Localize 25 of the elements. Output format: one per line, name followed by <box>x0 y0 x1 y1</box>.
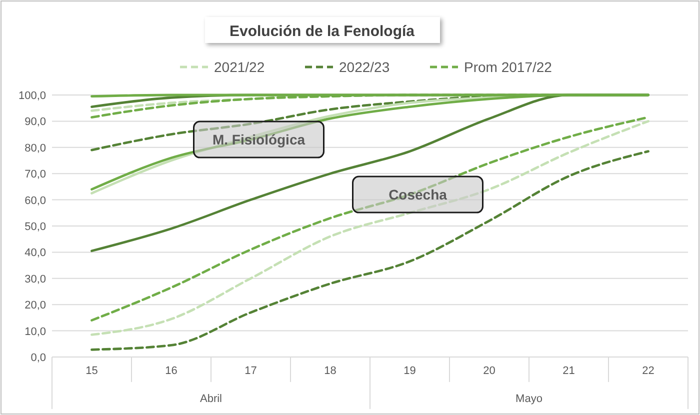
y-tick-label: 80,0 <box>24 142 46 154</box>
x-tick-label: 17 <box>244 365 257 377</box>
text: Mayo <box>516 393 542 405</box>
y-tick-label: 20,0 <box>24 300 46 312</box>
x-tick-label: 19 <box>404 365 416 377</box>
y-tick-label: 10,0 <box>24 326 46 338</box>
x-tick-label: 20 <box>483 365 496 377</box>
text: Abril <box>200 393 222 405</box>
y-tick-label: 50,0 <box>24 221 46 233</box>
y-tick-label: 90,0 <box>24 116 46 128</box>
legend-label: Prom 2017/22 <box>464 59 552 75</box>
legend-label: 2022/23 <box>339 59 390 75</box>
y-tick-label: 30,0 <box>24 273 46 286</box>
y-tick-label: 40,0 <box>24 247 46 260</box>
x-tick-label: 22 <box>642 365 654 377</box>
legend-label: 2021/22 <box>214 59 265 75</box>
chart-title: Evolución de la Fenología <box>229 23 416 40</box>
y-tick-label: 0,0 <box>30 352 46 364</box>
y-tick-label: 60,0 <box>24 194 46 207</box>
x-tick-label: 18 <box>324 365 336 377</box>
x-tick-label: 16 <box>165 365 178 377</box>
x-tick-label: 21 <box>562 365 575 377</box>
y-tick-label: 100,0 <box>18 90 46 102</box>
y-tick-label: 70,0 <box>24 168 46 181</box>
x-tick-label: 15 <box>86 365 98 377</box>
